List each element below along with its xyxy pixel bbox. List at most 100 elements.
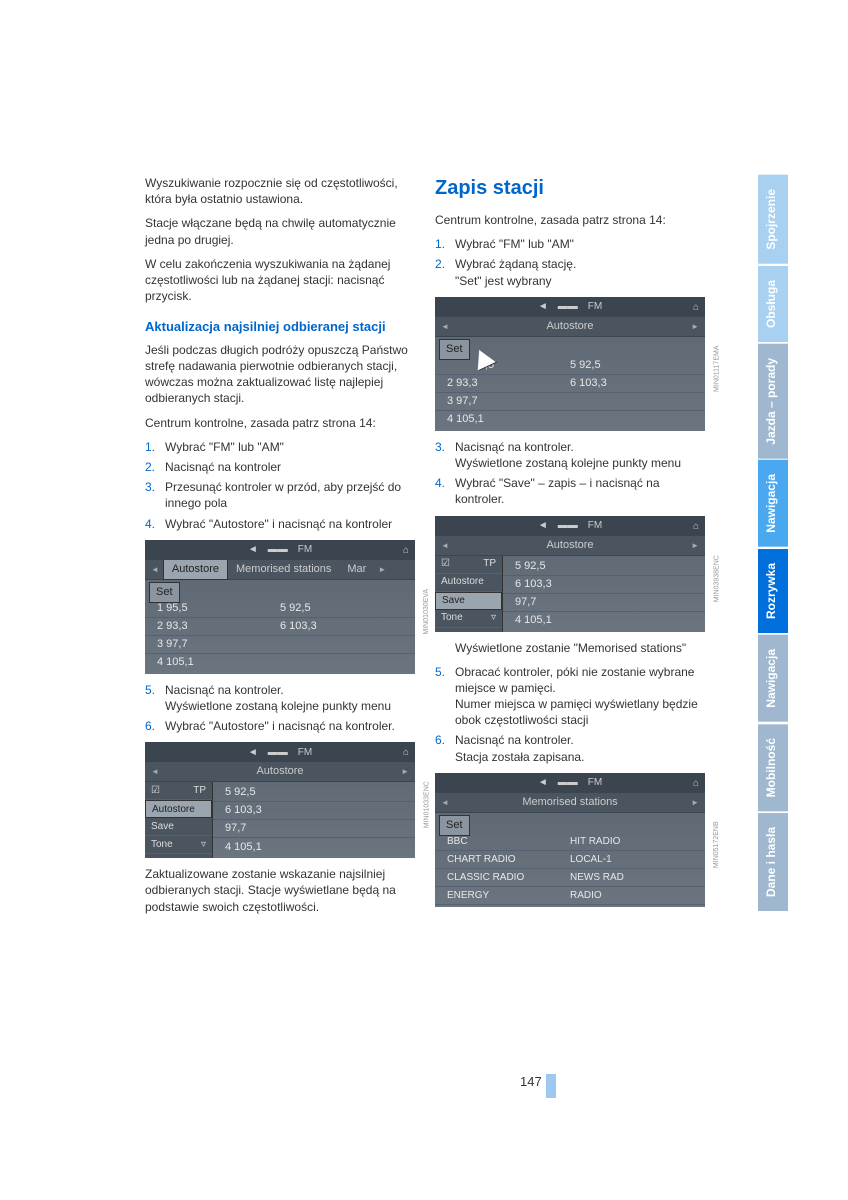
step-num: 3. bbox=[145, 479, 165, 511]
station: RADIO bbox=[570, 889, 705, 903]
figure-code: MIN01030EVA bbox=[422, 589, 431, 635]
freq: 4 105,1 bbox=[503, 613, 604, 628]
freq: 6 103,3 bbox=[570, 376, 705, 391]
menu-tone: Tone▿ bbox=[435, 610, 502, 628]
freq: 3 97,7 bbox=[145, 637, 280, 652]
chevron-left-icon bbox=[441, 538, 453, 553]
freq-rows: 5 92,5 6 103,3 97,7 4 105,1 bbox=[503, 556, 705, 632]
radio-screenshot-autostore-menu: ◄▬▬FM ⌂ Autostore ☑TP Autostore Save Ton… bbox=[145, 742, 415, 858]
station-rows: BBCHIT RADIO CHART RADIOLOCAL-1 CLASSIC … bbox=[435, 813, 705, 907]
home-icon: ⌂ bbox=[693, 301, 699, 315]
figure-code: MIN01117EMA bbox=[712, 345, 721, 391]
chevron-right-icon bbox=[687, 319, 699, 334]
side-tab[interactable]: Spojrzenie bbox=[758, 175, 788, 264]
step-num: 6. bbox=[435, 732, 455, 764]
band-label: FM bbox=[298, 543, 312, 557]
step-list: 5.Nacisnąć na kontroler. Wyświetlone zos… bbox=[145, 682, 415, 735]
step-text: Wybrać "FM" lub "AM" bbox=[165, 439, 415, 455]
step-num: 4. bbox=[435, 475, 455, 507]
set-button: Set bbox=[439, 815, 470, 836]
freq: 6 103,3 bbox=[280, 619, 415, 634]
tab-autostore: Autostore bbox=[163, 559, 228, 580]
menu-autostore: Autostore bbox=[435, 574, 502, 592]
para: W celu zakończenia wyszukiwania na żądan… bbox=[145, 256, 415, 305]
freq: 2 93,3 bbox=[435, 376, 570, 391]
side-tab[interactable]: Nawigacja bbox=[758, 635, 788, 722]
freq-rows: 5 92,5 6 103,3 97,7 4 105,1 bbox=[213, 782, 415, 858]
band-label: FM bbox=[588, 519, 602, 533]
para: Centrum kontrolne, zasada patrz strona 1… bbox=[145, 415, 415, 431]
section-title: Aktualizacja najsilniej odbieranej stacj… bbox=[145, 318, 415, 336]
chevron-right-icon bbox=[687, 795, 699, 810]
freq: 4 105,1 bbox=[213, 840, 314, 855]
side-tab[interactable]: Obsługa bbox=[758, 266, 788, 342]
ss-topbar: ◄▬▬FM ⌂ bbox=[435, 516, 705, 536]
step-num: 2. bbox=[145, 459, 165, 475]
ss-topbar: ◄▬▬FM ⌂ bbox=[145, 742, 415, 762]
freq-rows: 1 95,55 92,5 2 93,36 103,3 3 97,7 4 105,… bbox=[145, 580, 415, 674]
radio-screenshot-memorised-stations: ◄▬▬FM ⌂ Memorised stations Set BBCHIT RA… bbox=[435, 773, 705, 907]
step-text: Nacisnąć na kontroler. Wyświetlone zosta… bbox=[455, 439, 705, 471]
ss-topbar: ◄▬▬FM ⌂ bbox=[435, 773, 705, 793]
ss-topbar: ◄▬▬FM ⌂ bbox=[435, 297, 705, 317]
para: Stacje włączane będą na chwilę automatyc… bbox=[145, 215, 415, 247]
set-button: Set bbox=[149, 582, 180, 603]
step-text: Obracać kontroler, póki nie zostanie wyb… bbox=[455, 664, 705, 729]
step-text: Wybrać żądaną stację. "Set" jest wybrany bbox=[455, 256, 705, 288]
ss-topbar: ◄▬▬FM ⌂ bbox=[145, 540, 415, 560]
chevron-right-icon bbox=[397, 764, 409, 779]
step-list: 1.Wybrać "FM" lub "AM" 2.Wybrać żądaną s… bbox=[435, 236, 705, 289]
side-tab[interactable]: Dane i hasła bbox=[758, 813, 788, 911]
freq: ,5 bbox=[435, 358, 570, 373]
station: HIT RADIO bbox=[570, 835, 705, 849]
freq: 97,7 bbox=[503, 595, 604, 610]
radio-screenshot-set-cursor: ◄▬▬FM ⌂ Autostore Set ,55 92,5 2 93,36 1… bbox=[435, 297, 705, 431]
para: Wyświetlone zostanie "Memorised stations… bbox=[435, 640, 705, 656]
step-text: Wybrać "FM" lub "AM" bbox=[455, 236, 705, 252]
freq: 4 105,1 bbox=[145, 655, 280, 670]
freq: 5 92,5 bbox=[280, 601, 415, 616]
figure-code: MIN01033ENC bbox=[422, 781, 431, 828]
step-num: 2. bbox=[435, 256, 455, 288]
band-label: FM bbox=[298, 746, 312, 760]
step-list: 5.Obracać kontroler, póki nie zostanie w… bbox=[435, 664, 705, 765]
side-tab[interactable]: Mobilność bbox=[758, 724, 788, 811]
menu-sidebar: ☑TP Autostore Save Tone▿ bbox=[145, 782, 213, 858]
band-label: FM bbox=[588, 300, 602, 314]
menu-sidebar: ☑TP Autostore Save Tone▿ bbox=[435, 556, 503, 632]
step-num: 5. bbox=[435, 664, 455, 729]
figure-code: MIN03938ENC bbox=[712, 555, 721, 602]
right-column: Zapis stacji Centrum kontrolne, zasada p… bbox=[435, 175, 705, 923]
tab-autostore: Autostore bbox=[453, 536, 687, 555]
side-tab[interactable]: Jazda – porady bbox=[758, 344, 788, 459]
station: CLASSIC RADIO bbox=[435, 871, 570, 885]
page-number-text: 147 bbox=[520, 1074, 542, 1089]
tab-memorised: Memorised stations bbox=[453, 793, 687, 812]
step-num: 1. bbox=[145, 439, 165, 455]
chevron-left-icon bbox=[151, 764, 163, 779]
side-tab[interactable]: Nawigacja bbox=[758, 460, 788, 547]
freq: 6 103,3 bbox=[213, 803, 314, 818]
step-num: 4. bbox=[145, 516, 165, 532]
chevron-left-icon bbox=[441, 795, 453, 810]
station: BBC bbox=[435, 835, 570, 849]
station: NEWS RAD bbox=[570, 871, 705, 885]
side-tab-active[interactable]: Rozrywka bbox=[758, 549, 788, 633]
home-icon: ⌂ bbox=[403, 544, 409, 558]
chevron-left-icon bbox=[441, 319, 453, 334]
home-icon: ⌂ bbox=[693, 520, 699, 534]
ss-tabbar: Memorised stations bbox=[435, 793, 705, 813]
menu-autostore: Autostore bbox=[145, 800, 212, 818]
step-text: Nacisnąć na kontroler. Stacja została za… bbox=[455, 732, 705, 764]
step-text: Wybrać "Save" – zapis – i nacisnąć na ko… bbox=[455, 475, 705, 507]
page-content: Wyszukiwanie rozpocznie się od częstotli… bbox=[145, 175, 705, 923]
step-list: 3.Nacisnąć na kontroler. Wyświetlone zos… bbox=[435, 439, 705, 508]
page-number: 147 bbox=[520, 1074, 556, 1098]
step-text: Wybrać "Autostore" i nacisnąć na kontrol… bbox=[165, 718, 415, 734]
step-num: 6. bbox=[145, 718, 165, 734]
para: Jeśli podczas długich podróży opuszczą P… bbox=[145, 342, 415, 407]
set-button: Set bbox=[439, 339, 470, 360]
freq: 4 105,1 bbox=[435, 412, 570, 427]
step-num: 3. bbox=[435, 439, 455, 471]
para: Centrum kontrolne, zasada patrz strona 1… bbox=[435, 212, 705, 228]
